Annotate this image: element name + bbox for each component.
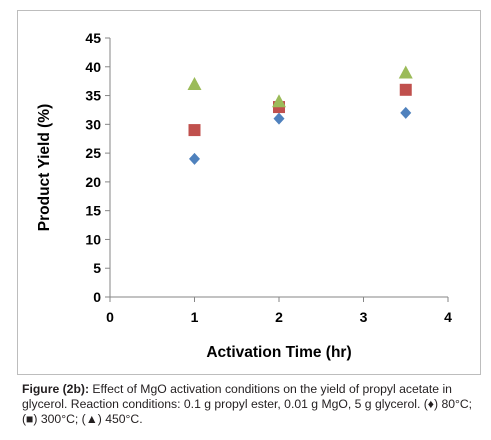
data-point-square bbox=[188, 124, 201, 137]
y-tick-label: 45 bbox=[85, 30, 101, 46]
y-tick-label: 30 bbox=[85, 116, 101, 132]
y-tick-label: 20 bbox=[85, 174, 101, 190]
scatter-chart: 0 5 10 15 20 25 30 35 40 45 0 1 2 3 4 Activation Time (… bbox=[36, 30, 452, 361]
data-point-triangle bbox=[187, 77, 202, 91]
y-tick-label: 25 bbox=[85, 145, 101, 161]
data-point-triangle bbox=[272, 94, 286, 108]
y-axis-title: Product Yield (%) bbox=[36, 104, 53, 231]
y-tick-label: 35 bbox=[85, 88, 101, 104]
x-tick-label: 4 bbox=[444, 309, 452, 325]
data-point-triangle bbox=[398, 65, 413, 79]
x-tick-label: 0 bbox=[106, 309, 114, 325]
y-tick-label: 10 bbox=[85, 231, 101, 247]
y-tick-label: 40 bbox=[85, 59, 101, 75]
y-tick-label: 0 bbox=[93, 289, 101, 305]
figure-caption: Figure (2b): Effect of MgO activation co… bbox=[22, 382, 482, 427]
data-point-diamond bbox=[273, 112, 285, 125]
chart-frame: 0 5 10 15 20 25 30 35 40 45 0 1 2 3 4 Activation Time (… bbox=[17, 10, 481, 375]
x-tick-label: 1 bbox=[191, 309, 199, 325]
data-point-square bbox=[399, 83, 412, 96]
y-tick-label: 5 bbox=[93, 260, 101, 276]
x-tick-label: 3 bbox=[360, 309, 368, 325]
caption-text: Effect of MgO activation conditions on t… bbox=[22, 382, 473, 426]
data-point-diamond bbox=[189, 152, 200, 165]
data-point-diamond bbox=[400, 106, 412, 119]
x-axis-title: Activation Time (hr) bbox=[206, 344, 351, 361]
x-tick-label: 2 bbox=[275, 309, 283, 325]
y-tick-label: 15 bbox=[85, 203, 101, 219]
caption-label: Figure (2b): bbox=[22, 382, 90, 396]
